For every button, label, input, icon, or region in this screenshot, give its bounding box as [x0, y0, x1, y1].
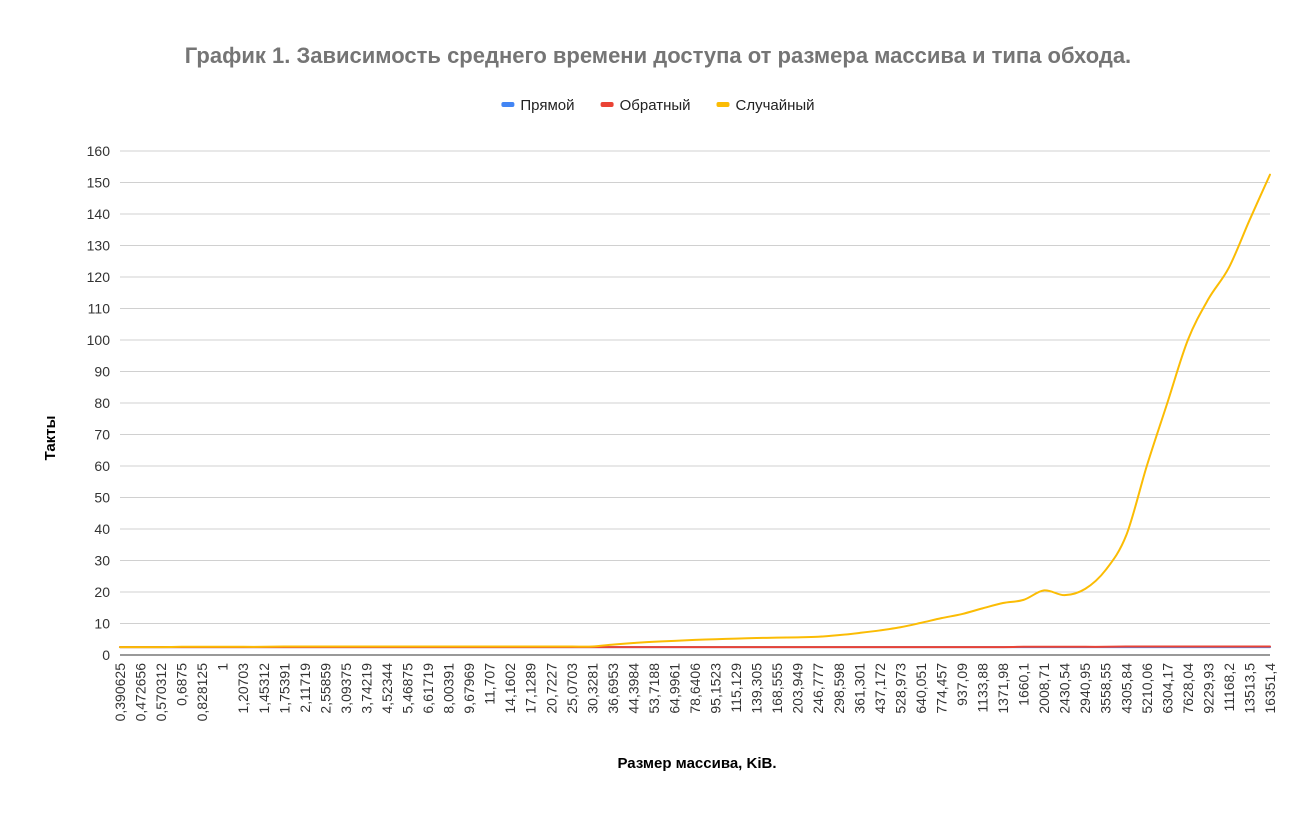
y-tick-label: 130	[87, 238, 111, 254]
legend-label: Обратный	[620, 97, 691, 114]
y-tick-label: 150	[87, 175, 111, 191]
legend-swatch	[501, 102, 515, 107]
x-tick-label: 9229,93	[1200, 663, 1216, 714]
y-axis-title: Такты	[42, 416, 59, 461]
x-tick-label: 2430,54	[1057, 663, 1073, 714]
x-tick-label: 3558,55	[1098, 663, 1114, 714]
x-tick-label: 1,20703	[235, 663, 251, 714]
x-tick-label: 1	[215, 663, 231, 671]
legend-item-1: Обратный	[600, 97, 691, 114]
x-tick-label: 25,0703	[564, 663, 580, 714]
x-axis-title: Размер массива, KiB.	[617, 755, 776, 772]
x-tick-label: 95,1523	[708, 663, 724, 714]
y-tick-label: 80	[94, 395, 110, 411]
x-tick-label: 298,598	[831, 663, 847, 714]
x-tick-label: 246,777	[810, 663, 826, 714]
y-tick-label: 50	[94, 490, 110, 506]
x-tick-label: 1,45312	[256, 663, 272, 714]
x-axis-tick-labels: 0,390625 0,472656 0,570312 0,6875 0,828125 1 1…	[112, 663, 1278, 722]
y-tick-label: 120	[87, 269, 111, 285]
x-tick-label: 13513,5	[1241, 663, 1257, 714]
x-tick-label: 36,6953	[605, 663, 621, 714]
legend-label: Прямой	[520, 97, 574, 114]
y-tick-label: 30	[94, 553, 110, 569]
x-tick-label: 0,6875	[174, 663, 190, 706]
x-tick-label: 203,949	[790, 663, 806, 714]
x-tick-label: 5210,06	[1139, 663, 1155, 714]
x-tick-label: 6,61719	[420, 663, 436, 714]
series-line-2	[119, 173, 1271, 649]
x-tick-label: 4305,84	[1118, 663, 1134, 714]
y-axis-tick-labels: 0 10 20 30 40 50 60 70 80 90 100 110 120 130 140 150 160	[87, 143, 111, 663]
y-tick-label: 0	[102, 647, 110, 663]
chart-title: График 1. Зависимость среднего времени д…	[185, 43, 1131, 68]
legend-swatch	[716, 102, 730, 107]
x-tick-label: 9,67969	[461, 663, 477, 714]
x-tick-label: 44,3984	[625, 663, 641, 714]
legend-item-0: Прямой	[501, 97, 575, 114]
x-tick-label: 1133,88	[975, 663, 991, 713]
x-tick-label: 139,305	[749, 663, 765, 714]
x-tick-label: 2008,71	[1036, 663, 1052, 714]
x-tick-label: 937,09	[954, 663, 970, 706]
x-tick-label: 4,52344	[379, 663, 395, 714]
x-tick-label: 1371,98	[995, 663, 1011, 714]
y-tick-label: 160	[87, 143, 111, 159]
x-tick-label: 20,7227	[543, 663, 559, 714]
y-tick-label: 20	[94, 584, 110, 600]
legend-label: Случайный	[736, 97, 815, 114]
legend-item-2: Случайный	[716, 97, 815, 114]
x-tick-label: 437,172	[872, 663, 888, 714]
x-tick-label: 14,1602	[502, 663, 518, 714]
y-tick-label: 140	[87, 206, 111, 222]
y-tick-label: 40	[94, 521, 110, 537]
x-tick-label: 528,973	[892, 663, 908, 714]
legend: Прямой Обратный Случайный	[501, 97, 815, 114]
x-tick-label: 6304,17	[1159, 663, 1175, 714]
x-tick-label: 3,09375	[338, 663, 354, 714]
x-tick-label: 17,1289	[523, 663, 539, 714]
x-tick-label: 2,11719	[297, 663, 313, 713]
y-tick-label: 100	[87, 332, 111, 348]
x-tick-label: 1,75391	[276, 663, 292, 714]
x-tick-label: 11168,2	[1221, 663, 1237, 712]
x-tick-label: 8,00391	[441, 663, 457, 714]
x-tick-label: 168,555	[769, 663, 785, 714]
y-tick-label: 90	[94, 364, 110, 380]
x-tick-label: 11,707	[482, 663, 498, 705]
series-lines	[119, 173, 1271, 649]
x-tick-label: 2940,95	[1077, 663, 1093, 714]
x-tick-label: 30,3281	[584, 663, 600, 714]
x-tick-label: 78,6406	[687, 663, 703, 714]
x-tick-label: 16351,4	[1262, 663, 1278, 714]
y-gridlines	[120, 150, 1270, 624]
x-tick-label: 0,570312	[153, 663, 169, 722]
x-tick-label: 3,74219	[358, 663, 374, 714]
y-tick-label: 70	[94, 427, 110, 443]
y-tick-label: 10	[94, 616, 110, 632]
x-tick-label: 774,457	[933, 663, 949, 714]
x-tick-label: 640,051	[913, 663, 929, 714]
x-tick-label: 1660,1	[1016, 663, 1032, 706]
legend-swatch	[600, 102, 614, 107]
x-tick-label: 0,390625	[112, 663, 128, 722]
x-tick-label: 53,7188	[646, 663, 662, 714]
y-tick-label: 110	[88, 301, 111, 317]
y-tick-label: 60	[94, 458, 110, 474]
x-tick-label: 0,828125	[194, 663, 210, 722]
x-tick-label: 0,472656	[133, 663, 149, 722]
x-tick-label: 361,301	[851, 663, 867, 714]
x-tick-label: 5,46875	[400, 663, 416, 714]
x-tick-label: 7628,04	[1180, 663, 1196, 714]
x-tick-label: 64,9961	[666, 663, 682, 714]
x-tick-label: 115,129	[728, 663, 744, 713]
x-tick-label: 2,55859	[317, 663, 333, 714]
